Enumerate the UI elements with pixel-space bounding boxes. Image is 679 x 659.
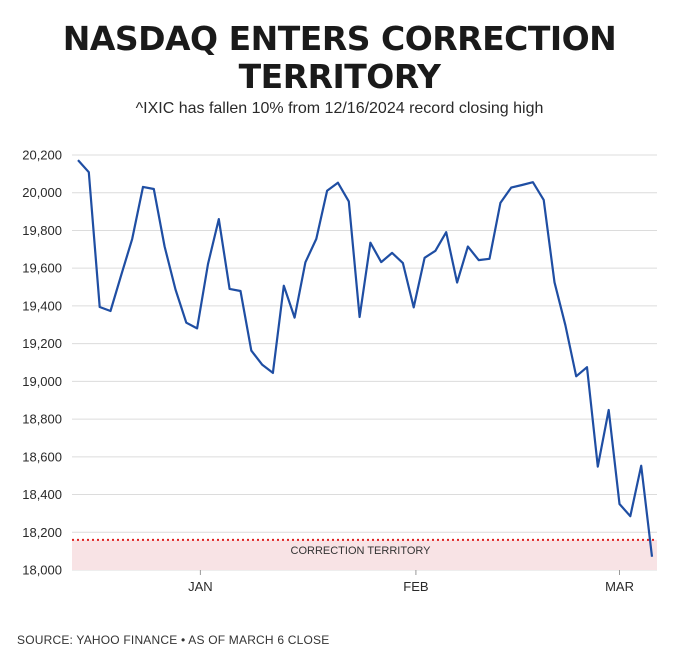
x-tick-label: MAR: [605, 579, 634, 594]
y-tick-label: 19,600: [22, 261, 62, 276]
x-tick-label: JAN: [188, 579, 213, 594]
source-note: SOURCE: YAHOO FINANCE • AS OF MARCH 6 CL…: [17, 633, 330, 647]
chart-title-text-line: TERRITORY: [238, 57, 441, 96]
x-axis-ticks: JAN FEB MAR: [188, 570, 634, 594]
y-tick-label: 20,200: [22, 148, 62, 163]
y-tick-label: 18,400: [22, 487, 62, 502]
correction-territory-label: CORRECTION TERRITORY: [291, 545, 432, 557]
chart-title-line-1: NASDAQ ENTERS CORRECTION TERRITORY: [0, 20, 679, 96]
y-axis-ticks: 20,200 20,000 19,800 19,600 19,400 19,200 19,0…: [22, 148, 62, 578]
chart-title: NASDAQ ENTERS CORRECTION TERRITORY: [0, 20, 679, 96]
nasdaq-series-line: [77, 159, 654, 557]
y-tick-label: 20,000: [22, 185, 62, 200]
y-tick-label: 19,800: [22, 223, 62, 238]
x-tick-label: FEB: [403, 579, 428, 594]
series-points: [77, 159, 653, 558]
y-tick-label: 19,000: [22, 374, 62, 389]
y-tick-label: 18,200: [22, 525, 62, 540]
chart-title-text-line: NASDAQ ENTERS CORRECTION: [62, 19, 617, 58]
correction-zone: [72, 539, 657, 570]
chart-subtitle: ^IXIC has fallen 10% from 12/16/2024 rec…: [135, 100, 544, 117]
y-tick-label: 18,800: [22, 412, 62, 427]
y-tick-label: 18,600: [22, 449, 62, 464]
y-tick-label: 19,200: [22, 336, 62, 351]
y-tick-label: 19,400: [22, 298, 62, 313]
y-tick-label: 18,000: [22, 563, 62, 578]
